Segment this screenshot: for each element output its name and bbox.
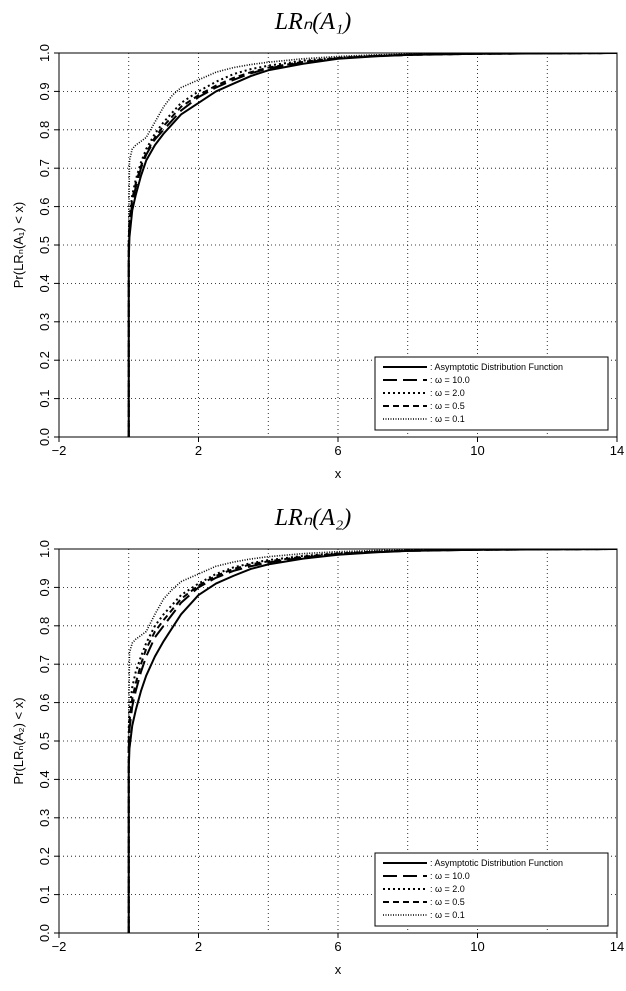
x-tick-label: 14 [610,939,624,954]
y-tick-label: 0.6 [37,694,52,712]
chart-title: LRₙ(A₁) [274,9,352,35]
chart-panel-a1: LRₙ(A₁) −2 2 6 10 14 0.0 0.1 0.2 0.3 0.4 0.5 0.6 0.7 0… [0,0,626,495]
grid-lines [59,53,617,437]
y-tick-label: 0.4 [37,770,52,788]
y-tick-label: 0.2 [37,847,52,865]
x-tick-label: 10 [470,939,484,954]
x-tick-label: 6 [334,939,341,954]
y-axis-label: Pr(LRₙ(A₁) < x) [11,202,26,289]
x-axis-label: x [335,962,342,977]
chart-a1: LRₙ(A₁) −2 2 6 10 14 0.0 0.1 0.2 0.3 0.4 0.5 0.6 0.7 0… [11,9,624,481]
x-tick-label: −2 [52,939,67,954]
legend-label-4: : ω = 0.1 [430,910,465,920]
y-tick-label: 0.3 [37,313,52,331]
legend: : Asymptotic Distribution Function : ω = … [374,852,609,927]
y-tick-label: 0.0 [37,924,52,942]
y-tick-label: 0.9 [37,82,52,100]
legend-label-0: : Asymptotic Distribution Function [430,362,563,372]
series-group [127,549,617,933]
series-line-4 [127,53,617,437]
legend-label-2: : ω = 2.0 [430,884,465,894]
legend-label-3: : ω = 0.5 [430,897,465,907]
series-group [127,53,617,437]
y-tick-label: 0.1 [37,390,52,408]
x-tick-label: 6 [334,443,341,458]
y-tick-label: 0.9 [37,578,52,596]
series-line-3 [127,53,617,437]
series-line-1 [127,549,617,933]
chart-panel-a2: LRₙ(A₂) −2 2 6 10 14 0.0 0.1 0.2 0.3 0.4 0.5 0.6 0.7 0… [0,496,626,991]
y-tick-label: 0.5 [37,732,52,750]
series-line-3 [127,549,617,933]
y-tick-label: 0.6 [37,198,52,216]
y-tick-label: 0.7 [37,159,52,177]
chart-title: LRₙ(A₂) [274,505,352,531]
legend-label-3: : ω = 0.5 [430,401,465,411]
y-tick-label: 0.3 [37,809,52,827]
y-tick-label: 1.0 [37,44,52,62]
y-tick-label: 0.7 [37,655,52,673]
y-tick-label: 1.0 [37,540,52,558]
legend-label-4: : ω = 0.1 [430,414,465,424]
legend-label-0: : Asymptotic Distribution Function [430,858,563,868]
y-tick-label: 0.8 [37,121,52,139]
y-axis-label: Pr(LRₙ(A₂) < x) [11,697,26,784]
x-tick-label: 2 [195,443,202,458]
x-tick-label: 2 [195,939,202,954]
series-line-4 [127,549,617,933]
legend-label-1: : ω = 10.0 [430,375,470,385]
legend-box [374,356,609,431]
y-tick-label: 0.4 [37,274,52,292]
x-tick-label: 10 [470,443,484,458]
chart-a2: LRₙ(A₂) −2 2 6 10 14 0.0 0.1 0.2 0.3 0.4 0.5 0.6 0.7 0… [11,505,624,977]
legend-label-1: : ω = 10.0 [430,871,470,881]
legend-label-2: : ω = 2.0 [430,388,465,398]
x-tick-label: 14 [610,443,624,458]
y-tick-label: 0.1 [37,886,52,904]
legend: : Asymptotic Distribution Function : ω = … [374,356,609,431]
y-tick-label: 0.5 [37,236,52,254]
x-tick-label: −2 [52,443,67,458]
x-axis-label: x [335,466,342,481]
y-tick-label: 0.8 [37,617,52,635]
y-tick-label: 0.2 [37,351,52,369]
y-tick-label: 0.0 [37,428,52,446]
